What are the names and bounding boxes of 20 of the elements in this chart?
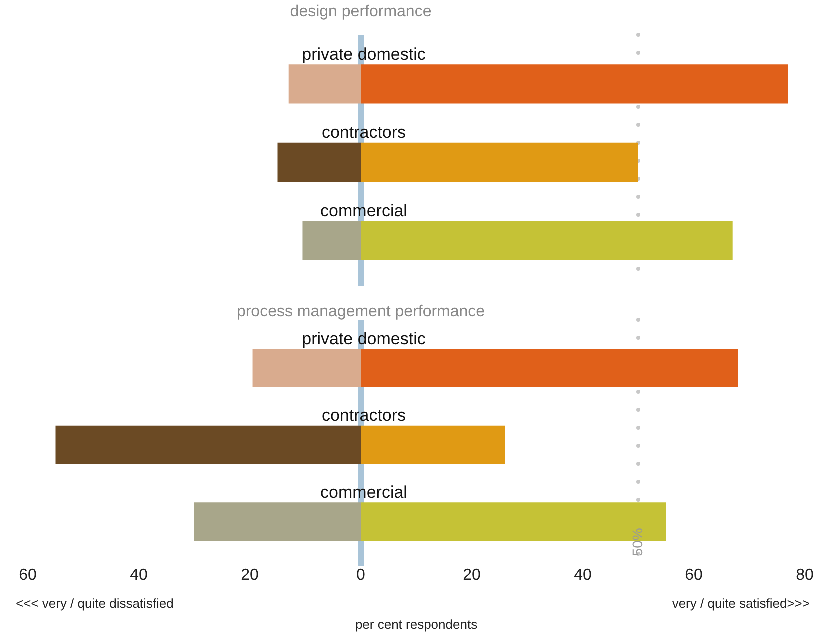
category-label: contractors: [322, 406, 406, 426]
x-tick-label: 20: [463, 567, 481, 584]
x-tick-label: 40: [130, 567, 148, 584]
category-label: private domestic: [302, 44, 426, 64]
x-tick-label: 60: [685, 567, 703, 584]
chart-title: process management performance: [236, 303, 486, 320]
text: very / quite satisfied>>>: [672, 596, 810, 612]
x-axis-title: per cent respondents: [355, 616, 478, 632]
category-label: commercial: [320, 482, 408, 502]
ref-line-label: 50%: [629, 528, 646, 556]
category-label: private domestic: [302, 329, 426, 348]
text: <<< very / quite dissatisfied: [16, 596, 174, 612]
x-tick-label: 80: [796, 567, 814, 584]
category-label: contractors: [322, 123, 406, 142]
x-tick-label: 60: [19, 567, 37, 584]
chart-title: design performance: [290, 3, 432, 20]
x-tick-label: 20: [241, 567, 259, 584]
category-label: commercial: [320, 201, 408, 220]
x-tick-label: 0: [356, 567, 366, 584]
x-tick-label: 40: [574, 567, 592, 584]
